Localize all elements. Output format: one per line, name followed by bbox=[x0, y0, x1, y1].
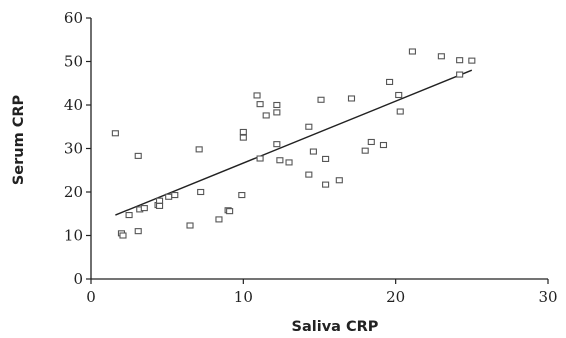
data-point bbox=[119, 232, 127, 239]
data-point bbox=[197, 188, 205, 196]
data-point bbox=[140, 205, 148, 212]
data-point bbox=[379, 141, 388, 149]
data-point bbox=[111, 130, 119, 137]
data-point bbox=[309, 148, 317, 155]
axes: 0 10 20 30 40 50 60 0 10 20 30 bbox=[64, 9, 558, 306]
data-point bbox=[171, 191, 179, 199]
y-tick-label: 40 bbox=[64, 96, 83, 114]
x-tick-label: 20 bbox=[386, 288, 405, 306]
data-point bbox=[256, 155, 264, 162]
y-tick-label: 50 bbox=[64, 53, 83, 71]
data-point bbox=[238, 191, 246, 199]
data-point bbox=[253, 92, 261, 99]
points-layer bbox=[111, 48, 476, 239]
data-point bbox=[322, 155, 330, 162]
y-tick-label: 30 bbox=[64, 140, 83, 158]
data-point bbox=[226, 208, 234, 215]
data-point bbox=[273, 101, 281, 109]
data-point bbox=[156, 197, 164, 204]
data-point bbox=[273, 141, 281, 148]
data-point bbox=[456, 57, 464, 64]
data-point bbox=[239, 128, 247, 136]
data-point bbox=[134, 228, 142, 235]
data-point bbox=[395, 91, 403, 99]
data-point bbox=[262, 112, 270, 119]
data-point bbox=[347, 95, 356, 102]
data-point bbox=[273, 109, 281, 116]
data-point bbox=[305, 171, 313, 178]
x-tick-label: 30 bbox=[538, 288, 557, 306]
y-tick-label: 10 bbox=[64, 227, 83, 245]
data-point bbox=[125, 212, 133, 219]
data-point bbox=[367, 138, 375, 146]
data-point bbox=[468, 57, 476, 64]
data-point bbox=[134, 152, 142, 159]
data-point bbox=[256, 101, 264, 108]
data-point bbox=[276, 157, 284, 164]
x-tick-label: 0 bbox=[86, 288, 96, 306]
y-tick-label: 60 bbox=[64, 9, 83, 27]
data-point bbox=[386, 78, 394, 85]
y-axis-title: Serum CRP bbox=[11, 94, 27, 185]
data-point bbox=[239, 134, 247, 141]
data-point bbox=[396, 108, 404, 115]
data-point bbox=[195, 146, 203, 153]
data-point bbox=[285, 159, 293, 166]
data-point bbox=[165, 193, 173, 200]
data-point bbox=[186, 222, 194, 229]
data-point bbox=[215, 216, 223, 223]
data-point bbox=[456, 71, 464, 78]
data-point bbox=[317, 96, 325, 103]
data-point bbox=[305, 123, 313, 130]
trend-line bbox=[115, 69, 473, 216]
data-point bbox=[322, 181, 330, 188]
trend-layer bbox=[115, 69, 473, 216]
data-point bbox=[156, 202, 164, 209]
y-tick-label: 20 bbox=[64, 183, 83, 201]
y-tick-label: 0 bbox=[73, 270, 83, 288]
x-axis-title: Saliva CRP bbox=[292, 319, 379, 335]
data-point bbox=[335, 177, 343, 184]
data-point bbox=[437, 53, 445, 60]
data-point bbox=[361, 147, 369, 154]
x-tick-label: 10 bbox=[234, 288, 253, 306]
data-point bbox=[408, 48, 416, 55]
